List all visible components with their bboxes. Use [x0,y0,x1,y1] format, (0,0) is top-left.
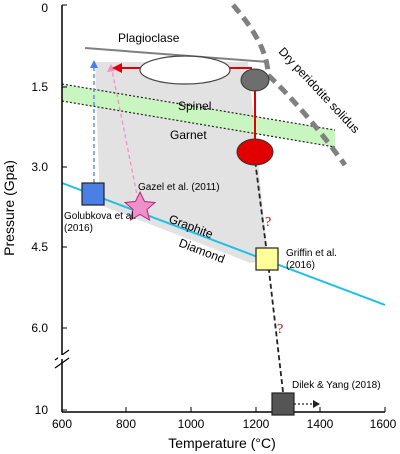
graphite-diamond-line [61,182,386,306]
garnet-spinel-band [62,84,335,147]
garnet-ellipse [236,138,274,166]
black-path-lower [267,261,284,393]
solidus-curve [231,3,348,167]
x-tick-1200: 1200 [243,417,270,431]
question-mark-2: ? [277,322,283,337]
gazel-star [123,190,157,222]
griffin-label-line1: Griffin et al. [286,248,337,259]
dilek-label: Dilek & Yang (2018) [292,380,381,391]
gazel-label: Gazel et al. (2011) [138,182,220,193]
plagioclase-ellipse [139,55,231,85]
garnet-label: Garnet [170,128,207,142]
dilek-arrow-head [313,400,320,408]
y-tick-0: 0 [41,1,48,15]
golubkova-label-line2: (2016) [64,223,93,234]
x-axis-title: Temperature (°C) [168,435,276,451]
pink-arrow-line [111,69,139,201]
plagioclase-label: Plagioclase [118,31,180,45]
golubkova-label-line1: Golubkova et al. [64,211,136,222]
plagioclase-line [84,47,269,63]
red-arrow-head [112,63,122,73]
x-tick-1000: 1000 [178,417,205,431]
blue-arrow-head [90,60,98,68]
griffin-square [255,247,279,271]
black-path-upper [254,159,269,263]
dilek-square [271,392,295,416]
y-tick-10: 10 [35,403,49,417]
x-tick-600: 600 [52,417,72,431]
x-tick-800: 800 [116,417,136,431]
spinel-label: Spinel [178,99,211,113]
y-tick-4-5: 4.5 [31,240,48,254]
y-tick-6-0: 6.0 [31,321,48,335]
question-mark-1: ? [265,215,271,230]
pink-arrow-head [107,64,115,72]
y-axis-title: Pressure (Gpa) [1,160,17,256]
x-tick-1600: 1600 [370,417,397,431]
y-tick-3-0: 3.0 [31,160,48,174]
grey-field [95,62,268,263]
y-tick-1-5: 1.5 [31,80,48,94]
golubkova-square [81,182,105,206]
spinel-ellipse [240,68,270,92]
griffin-label-line2: (2016) [286,260,315,271]
x-tick-1400: 1400 [307,417,334,431]
